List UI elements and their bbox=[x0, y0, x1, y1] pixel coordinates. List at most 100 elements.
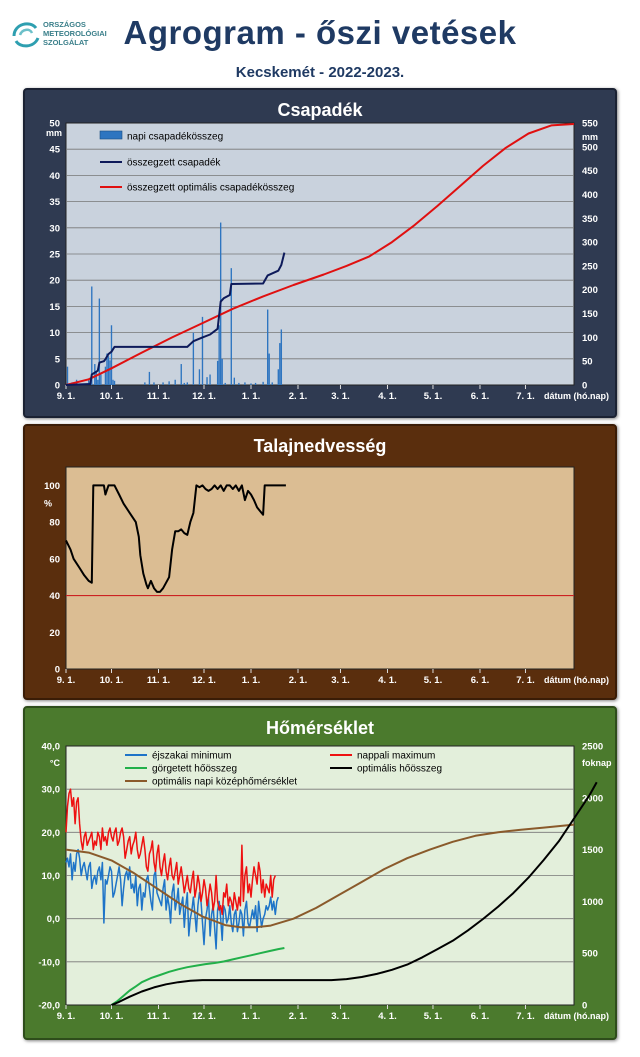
rain-bar bbox=[113, 380, 116, 385]
legend-night-min: éjszakai minimum bbox=[152, 751, 231, 762]
x-tick-label: 10. 1. bbox=[100, 1011, 124, 1022]
x-tick-label: 2. 1. bbox=[289, 1011, 308, 1022]
precip-chart: 9. 1. 10. 1. 11. 1. 12. 1. 1. 1. 2. 1. 3. 1. 4.… bbox=[46, 119, 609, 403]
x-tick-label: 10. 1. bbox=[100, 675, 124, 686]
left-tick-label: 40 bbox=[49, 171, 60, 182]
x-tick-label: 5. 1. bbox=[424, 1011, 443, 1022]
night-min-line bbox=[65, 848, 280, 950]
x-tick-label: 1. 1. bbox=[242, 675, 261, 686]
left-unit: °C bbox=[50, 758, 61, 768]
rain-bar bbox=[104, 366, 107, 385]
rain-bar bbox=[233, 377, 236, 385]
left-tick-label: 10 bbox=[49, 328, 60, 339]
left-tick-label: 35 bbox=[49, 197, 60, 208]
legend-optimal-gdd: optimális hőösszeg bbox=[357, 764, 442, 775]
soil-moisture-line bbox=[65, 484, 286, 593]
optimal-mean-temp-line bbox=[65, 823, 575, 929]
right-tick-label: 0 bbox=[582, 1001, 587, 1012]
x-tick-label: 11. 1. bbox=[147, 675, 170, 686]
org-line-3: SZOLGÁLAT bbox=[43, 38, 89, 47]
rain-bar bbox=[198, 369, 201, 385]
rain-bar bbox=[168, 381, 170, 385]
right-tick-label: 0 bbox=[582, 381, 587, 392]
legend-daily-precip: napi csapadékösszeg bbox=[127, 132, 223, 143]
temp-panel: Hőmérséklet 9. 1. 10. 1. 11. 1. 12. 1. 1. 1.… bbox=[23, 706, 617, 1040]
x-tick-label: 11. 1. bbox=[147, 391, 170, 402]
x-tick-label: 7. 1. bbox=[516, 1011, 535, 1022]
right-tick-label: 500 bbox=[582, 142, 598, 153]
x-tick-label: 10. 1. bbox=[100, 391, 124, 402]
x-tick-label: 6. 1. bbox=[471, 391, 490, 402]
x-tick-label: 5. 1. bbox=[424, 675, 443, 686]
left-tick-label: -10,0 bbox=[38, 957, 60, 968]
right-tick-label: 50 bbox=[582, 357, 593, 368]
rain-bar bbox=[97, 379, 99, 385]
right-tick-label: 1000 bbox=[582, 897, 603, 908]
left-unit: % bbox=[44, 499, 52, 509]
rain-bar bbox=[66, 366, 69, 385]
rain-bar bbox=[250, 383, 252, 385]
rain-bar bbox=[268, 353, 270, 385]
rain-bar bbox=[224, 382, 226, 385]
legend-rolling-gdd: görgetett hőösszeg bbox=[152, 764, 237, 775]
x-tick-label: 3. 1. bbox=[331, 391, 350, 402]
left-tick-label: 50 bbox=[49, 119, 60, 130]
logo-swirl-icon bbox=[12, 22, 40, 48]
rain-bar bbox=[153, 382, 155, 385]
right-tick-label: 450 bbox=[582, 166, 598, 177]
rain-bar bbox=[144, 382, 146, 385]
x-tick-label: 7. 1. bbox=[516, 391, 535, 402]
right-tick-label: 200 bbox=[582, 285, 598, 296]
x-axis-caption: dátum (hó.nap) bbox=[544, 675, 609, 685]
right-tick-label: 300 bbox=[582, 238, 598, 249]
plot-area bbox=[65, 466, 575, 670]
left-tick-label: 100 bbox=[44, 481, 60, 492]
x-tick-label: 4. 1. bbox=[378, 1011, 397, 1022]
rain-bar bbox=[186, 382, 188, 385]
rain-bar bbox=[221, 358, 223, 385]
precip-panel: Csapadék 9. 1. 10. 1. 11. 1. 12. 1. 1. 1. 2. … bbox=[23, 88, 617, 418]
rain-bar bbox=[88, 379, 90, 385]
x-tick-label: 6. 1. bbox=[471, 675, 490, 686]
rain-bar bbox=[95, 371, 98, 385]
left-tick-label: 15 bbox=[49, 302, 60, 313]
right-tick-label: 400 bbox=[582, 190, 598, 201]
left-tick-label: 0,0 bbox=[47, 914, 60, 925]
x-tick-label: 9. 1. bbox=[57, 675, 76, 686]
rain-bar bbox=[279, 343, 281, 385]
legend-day-max: nappali maximum bbox=[357, 751, 435, 762]
right-tick-label: 350 bbox=[582, 214, 598, 225]
rain-bar bbox=[192, 332, 195, 385]
rain-bar bbox=[262, 381, 264, 385]
right-tick-label: 500 bbox=[582, 949, 598, 960]
page-title: Agrogram - őszi vetések bbox=[123, 14, 517, 51]
rain-bar bbox=[238, 382, 240, 385]
rain-bar bbox=[94, 364, 96, 385]
right-unit: foknap bbox=[582, 758, 612, 768]
x-tick-label: 1. 1. bbox=[242, 391, 261, 402]
left-tick-label: -20,0 bbox=[38, 1001, 60, 1012]
soil-title: Talajnedvesség bbox=[253, 436, 387, 456]
right-tick-label: 100 bbox=[582, 333, 598, 344]
x-axis-caption: dátum (hó.nap) bbox=[544, 391, 609, 401]
rain-bar bbox=[209, 374, 211, 385]
temp-title: Hőmérséklet bbox=[265, 718, 375, 738]
rain-bar bbox=[98, 298, 101, 385]
x-tick-label: 9. 1. bbox=[57, 391, 76, 402]
x-tick-label: 3. 1. bbox=[331, 1011, 350, 1022]
rain-bar bbox=[230, 268, 232, 385]
left-tick-label: 25 bbox=[49, 250, 60, 261]
left-tick-label: 0 bbox=[55, 381, 60, 392]
left-tick-label: 10,0 bbox=[42, 871, 61, 882]
x-tick-label: 9. 1. bbox=[57, 1011, 76, 1022]
left-tick-label: 30,0 bbox=[42, 785, 61, 796]
soil-panel: Talajnedvesség 9. 1. 10. 1. 11. 1. 12. 1. 1.… bbox=[23, 424, 617, 700]
rain-bar bbox=[254, 382, 257, 385]
right-tick-label: 2500 bbox=[582, 742, 603, 753]
org-line-1: ORSZÁGOS bbox=[43, 20, 86, 29]
x-tick-label: 4. 1. bbox=[378, 675, 397, 686]
rain-bar bbox=[110, 325, 113, 385]
rain-bar bbox=[183, 382, 185, 385]
rain-bar bbox=[280, 329, 283, 385]
cumulative-precip-line bbox=[65, 252, 286, 386]
